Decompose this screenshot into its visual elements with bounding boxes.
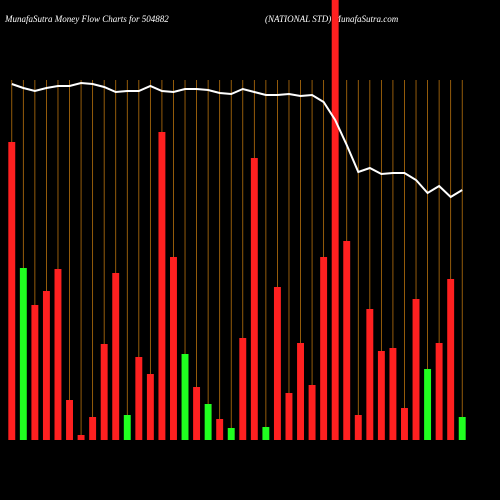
bar: [273, 287, 281, 440]
bar: [285, 393, 293, 440]
bar: [458, 417, 466, 440]
bar: [424, 369, 432, 440]
bar: [31, 305, 39, 440]
bar: [158, 132, 166, 440]
bar: [123, 415, 131, 440]
bar: [54, 269, 62, 440]
bar: [343, 241, 351, 440]
bar: [447, 279, 455, 440]
bar: [401, 408, 408, 440]
bar: [89, 417, 97, 440]
bar: [366, 309, 374, 440]
bar: [170, 257, 177, 440]
bar: [77, 435, 85, 440]
bar: [100, 344, 108, 440]
bar: [227, 428, 235, 440]
bar: [135, 357, 143, 440]
bar: [181, 354, 189, 440]
bar: [412, 299, 420, 440]
bar: [377, 351, 385, 440]
bar: [389, 348, 397, 440]
bar: [239, 338, 247, 440]
bar: [354, 415, 362, 440]
chart-title: MunafaSutra Money Flow Charts for 504882: [4, 14, 169, 24]
bar: [250, 158, 258, 440]
bar: [320, 257, 328, 440]
bar: [297, 343, 304, 440]
bar: [216, 419, 224, 440]
bar: [308, 385, 316, 440]
bar: [112, 273, 120, 440]
bar: [8, 142, 16, 440]
money-flow-line: [11, 81, 463, 199]
bar: [193, 387, 201, 440]
bar: [146, 374, 154, 440]
bar: [435, 343, 443, 440]
bar: [331, 0, 339, 440]
bar: [66, 400, 73, 440]
bar: [204, 404, 212, 440]
bar: [42, 291, 50, 440]
bar: [19, 268, 27, 440]
bar: [262, 427, 270, 440]
